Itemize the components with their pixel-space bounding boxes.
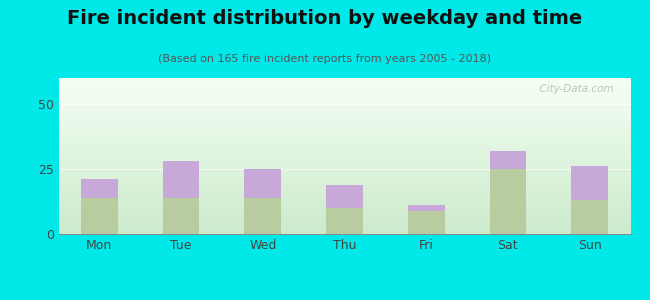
- Bar: [408, 206, 445, 211]
- Bar: [326, 208, 363, 234]
- Text: (Based on 165 fire incident reports from years 2005 - 2018): (Based on 165 fire incident reports from…: [159, 54, 491, 64]
- Text: City-Data.com: City-Data.com: [533, 84, 614, 94]
- Bar: [81, 198, 118, 234]
- Bar: [571, 167, 608, 200]
- Bar: [489, 169, 526, 234]
- Bar: [81, 179, 118, 198]
- Bar: [162, 198, 200, 234]
- Bar: [162, 161, 200, 198]
- Bar: [571, 200, 608, 234]
- Bar: [244, 169, 281, 198]
- Bar: [326, 184, 363, 208]
- Bar: [244, 198, 281, 234]
- Bar: [489, 151, 526, 169]
- Bar: [408, 211, 445, 234]
- Text: Fire incident distribution by weekday and time: Fire incident distribution by weekday an…: [68, 9, 582, 28]
